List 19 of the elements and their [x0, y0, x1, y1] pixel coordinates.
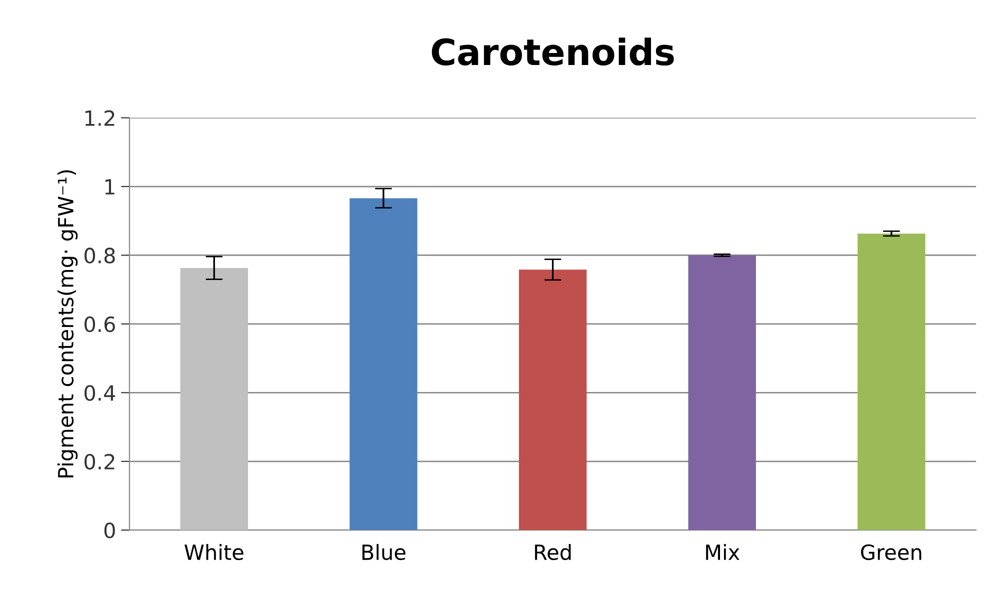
y-tick-label: 0.8	[84, 248, 115, 264]
x-tick-label: Red	[535, 544, 571, 560]
bar	[350, 198, 418, 530]
y-tick-label: 0.2	[84, 454, 114, 470]
y-tick-label: 1.2	[85, 110, 114, 126]
y-tick-label: 0.4	[84, 385, 116, 401]
y-axis-title: Pigment contents(mg· gFW⁻¹)	[57, 170, 78, 478]
bar	[180, 268, 248, 530]
y-tick-label: 0.6	[84, 316, 115, 332]
chart-title: Carotenoids	[432, 38, 674, 66]
bar	[858, 234, 926, 530]
x-tick-label: White	[184, 544, 244, 560]
bar	[518, 270, 587, 530]
x-tick-label: Mix	[706, 544, 740, 560]
x-tick-label: Blue	[362, 544, 406, 560]
y-tick-label: 0	[104, 522, 115, 538]
bar	[688, 255, 756, 530]
y-tick-label: 1	[105, 179, 114, 194]
x-tick-label: Green	[861, 544, 922, 560]
